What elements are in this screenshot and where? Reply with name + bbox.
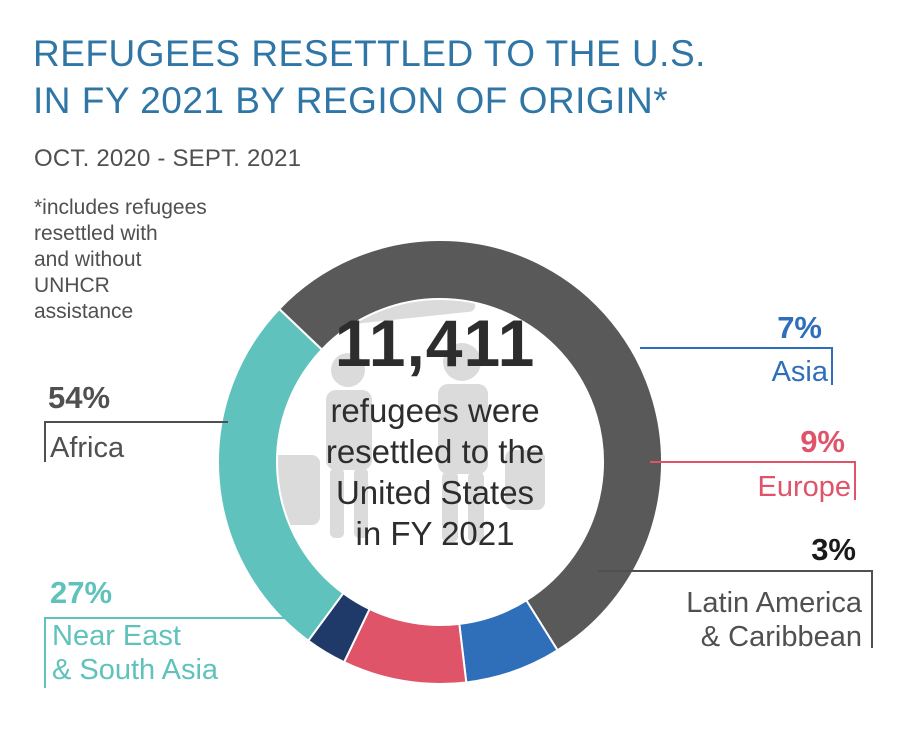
footnote-line-5: assistance	[34, 300, 134, 323]
leader-line-asia	[640, 347, 833, 385]
value-label-latin-america-and-caribbean: 3%	[811, 532, 856, 567]
footnote-line-1: *includes refugees	[34, 196, 207, 219]
category-label-europe: Europe	[757, 471, 851, 503]
category-label-near-east-and-south-asia-line-2: & South Asia	[52, 654, 219, 686]
center-total: 11,411	[334, 306, 536, 380]
center-text: refugees were resettled to the United St…	[255, 390, 615, 554]
footnote-line-3: and without	[34, 248, 142, 271]
value-label-africa: 54%	[48, 380, 110, 415]
center-text-line-2: resettled to the	[325, 433, 545, 470]
category-label-asia: Asia	[772, 356, 829, 388]
chart-title-line-1: REFUGEES RESETTLED TO THE U.S.	[33, 33, 706, 74]
category-label-africa: Africa	[50, 432, 125, 464]
slice-near-east-and-south-asia	[217, 307, 345, 643]
leader-line-europe	[650, 461, 856, 500]
slice-africa	[277, 239, 663, 652]
center-text-line-4: in FY 2021	[355, 515, 515, 552]
value-label-europe: 9%	[800, 424, 845, 459]
center-text-line-3: United States	[335, 474, 535, 511]
center-text-line-1: refugees were	[330, 392, 540, 429]
category-label-near-east-and-south-asia-line-1: Near East	[52, 620, 181, 652]
leader-line-near-east-and-south-asia	[44, 617, 285, 688]
leader-line-africa	[44, 421, 228, 462]
category-label-latin-america-and-caribbean-line-1: Latin America	[686, 587, 863, 619]
footnote-line-2: resettled with	[34, 222, 158, 245]
chart-title: REFUGEES RESETTLED TO THE U.S. IN FY 202…	[33, 30, 893, 124]
value-label-near-east-and-south-asia: 27%	[50, 575, 112, 610]
category-label-latin-america-and-caribbean-line-2: & Caribbean	[701, 621, 862, 653]
leader-line-latin-america-and-caribbean	[598, 570, 873, 648]
chart-title-line-2: IN FY 2021 BY REGION OF ORIGIN*	[33, 80, 669, 121]
footnote: *includes refugees resettled with and wi…	[34, 195, 294, 325]
chart-subtitle: OCT. 2020 - SEPT. 2021	[34, 145, 302, 172]
footnote-line-4: UNHCR	[34, 274, 110, 297]
value-label-asia: 7%	[777, 310, 822, 345]
